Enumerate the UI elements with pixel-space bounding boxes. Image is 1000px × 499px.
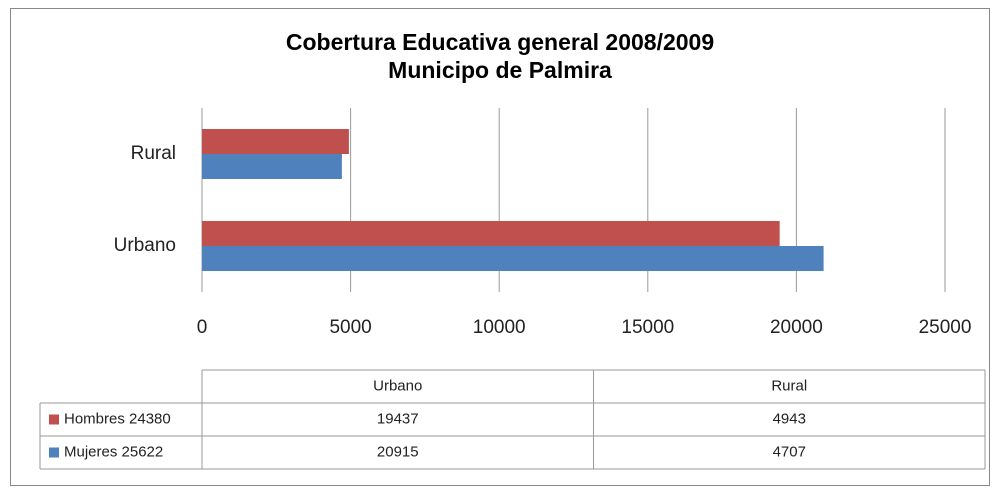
legend-key [49, 414, 59, 425]
bar [202, 154, 342, 179]
y-tick-label: Urbano [114, 235, 176, 256]
x-tick-label: 10000 [473, 317, 526, 338]
legend-label: Mujeres 25622 [64, 443, 163, 460]
table-header: Rural [771, 377, 807, 394]
table-cell: 19437 [377, 410, 419, 427]
table-cell: 20915 [377, 443, 419, 460]
table-header: Urbano [373, 377, 422, 394]
x-tick-label: 0 [197, 317, 208, 338]
legend-label: Hombres 24380 [64, 410, 171, 427]
x-tick-label: 25000 [919, 317, 972, 338]
table-cell: 4943 [773, 410, 806, 427]
legend-key [49, 447, 59, 458]
y-tick-label: Rural [131, 143, 176, 164]
bar [202, 246, 824, 271]
x-tick-label: 15000 [621, 317, 674, 338]
x-tick-label: 5000 [329, 317, 371, 338]
chart-title: Cobertura Educativa general 2008/2009 [286, 29, 714, 55]
table-cell: 4707 [773, 443, 806, 460]
x-tick-label: 20000 [770, 317, 823, 338]
bar [202, 221, 780, 246]
chart-subtitle: Municipo de Palmira [388, 57, 612, 83]
bar [202, 129, 349, 154]
